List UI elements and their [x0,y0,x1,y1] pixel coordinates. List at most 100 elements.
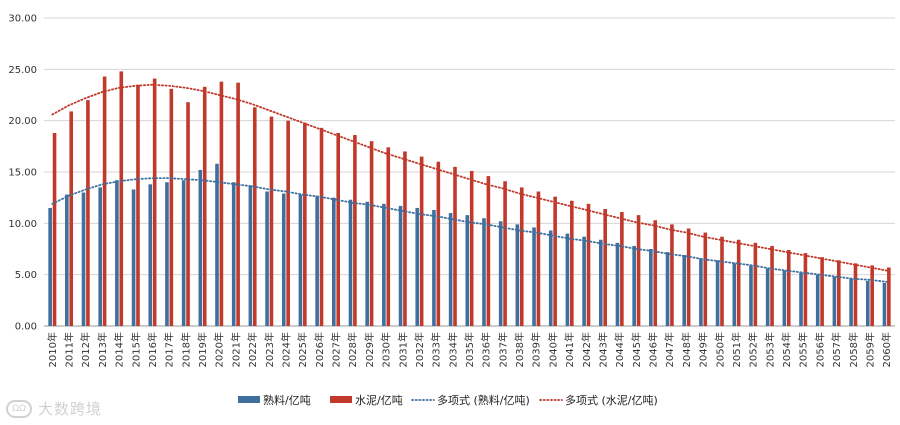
x-tick-label: 2014年 [113,332,126,367]
x-tick-label: 2044年 [613,332,626,367]
y-tick-label: 15.00 [8,168,37,179]
x-tick-label: 2035年 [463,332,476,367]
legend-item: 水泥/亿吨 [330,394,403,407]
x-tick-label: 2034年 [446,332,459,367]
bar-clinker [332,197,336,326]
bar-clinker [281,193,286,326]
x-tick-label: 2036年 [480,332,493,367]
x-tick-label: 2013年 [96,332,109,367]
y-tick-label: 30.00 [8,14,37,25]
x-tick-label: 2056年 [813,332,826,367]
bar-clinker [265,191,269,326]
bar-cement [269,116,274,326]
watermark-text: 大数跨境 [38,400,103,418]
x-tick-label: 2024年 [279,332,292,367]
bar-clinker [865,280,870,326]
bar-cement [202,86,207,326]
watermark: ΩΩ 大数跨境 [6,398,102,419]
x-tick-label: 2059年 [863,332,876,367]
bar-clinker [749,265,753,326]
x-tick-label: 2017年 [163,332,176,367]
x-tick-label: 2038年 [513,332,526,367]
trendline-clinker [51,177,888,283]
bar-cement [369,141,374,326]
bar-clinker [498,221,503,326]
bar-cement [303,122,307,326]
bar-cement [620,212,624,326]
x-tick-label: 2042年 [580,332,593,367]
bar-clinker [665,252,670,326]
x-tick-label: 2026年 [313,332,326,367]
bar-cement [219,81,224,326]
bar-clinker [315,196,319,326]
x-tick-label: 2030年 [380,332,393,367]
bar-cement [553,196,557,326]
x-tick-label: 2043年 [596,332,609,367]
bar-clinker [815,274,820,326]
x-tick-label: 2039年 [530,332,543,367]
bar-clinker [148,184,153,326]
x-tick-label: 2041年 [563,332,576,367]
x-tick-label: 2010年 [46,332,59,367]
bar-clinker [165,182,169,326]
legend-item: 熟料/亿吨 [238,393,311,407]
legend-swatch [238,396,260,403]
bar-clinker [715,260,720,326]
bar-cement [486,176,491,326]
x-tick-label: 2025年 [296,332,309,367]
legend-label: 多项式 (水泥/亿吨) [565,393,658,407]
x-tick-label: 2052年 [747,332,760,367]
x-tick-label: 2054年 [780,332,793,367]
y-tick-label: 25.00 [8,65,37,76]
bar-cement [703,232,708,326]
x-tick-label: 2045年 [630,332,643,367]
y-tick-label: 10.00 [8,219,37,230]
bar-clinker [682,255,687,326]
bar-clinker [515,224,520,326]
bar-cement [169,88,174,326]
bar-clinker [215,163,219,326]
bar-clinker [832,276,837,326]
bar-cement [186,102,190,326]
y-tick-label: 20.00 [8,116,37,127]
bar-clinker [432,209,436,326]
bar-cement [286,120,290,327]
bar-clinker [582,236,586,326]
legend-label: 熟料/亿吨 [263,393,311,407]
bar-clinker [198,169,203,326]
bar-cement [753,242,758,326]
bar-cement [736,239,741,326]
bar-cement [536,191,541,326]
bar-cement [586,203,591,326]
bar-cement [119,71,124,327]
x-tick-label: 2051年 [730,332,743,367]
bar-cement [336,132,341,326]
bar-clinker [81,192,86,326]
bar-clinker [732,263,737,326]
x-tick-label: 2037年 [496,332,509,367]
bar-clinker [799,272,803,326]
bar-cement [252,107,257,326]
bar-cement [136,84,140,326]
bar-clinker [765,268,770,326]
x-tick-label: 2060年 [880,332,893,367]
x-tick-label: 2018年 [179,332,192,367]
bar-cement [786,250,791,326]
x-tick-label: 2048年 [680,332,693,367]
bar-cement [236,82,240,327]
bar-clinker [181,180,186,326]
bar-clinker [548,230,553,326]
bar-clinker [131,189,136,326]
bar-clinker [65,194,69,326]
bar-clinker [248,185,253,326]
x-tick-label: 2016年 [146,332,159,367]
x-tick-label: 2019年 [196,332,209,367]
bar-cement [436,161,441,326]
x-tick-label: 2055年 [797,332,810,367]
x-tick-label: 2028年 [346,332,359,367]
bar-cement [570,200,574,326]
bar-clinker [448,213,453,326]
bar-clinker [565,233,570,326]
x-tick-label: 2053年 [763,332,776,367]
legend-item: 多项式 (水泥/亿吨) [539,393,658,407]
